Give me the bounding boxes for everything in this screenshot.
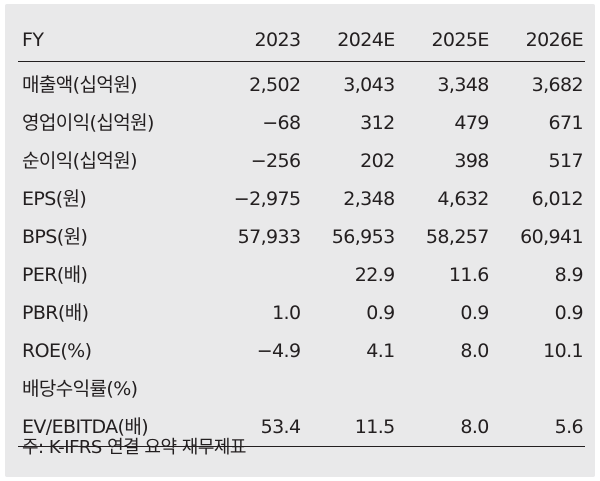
cell-value: 0.9	[554, 302, 584, 324]
cell-value: 3,348	[437, 74, 489, 96]
cell-value: 8.0	[396, 408, 491, 447]
cell-value: 3,043	[343, 74, 395, 96]
cell-value: 58,257	[425, 226, 489, 248]
header-2026e: 2026E	[490, 23, 585, 62]
cell-value	[491, 370, 585, 408]
row-label: 배당수익률(%)	[22, 378, 138, 400]
cell-value: 5.6	[490, 408, 585, 447]
cell-value: −4.9	[256, 340, 301, 362]
financial-table: FY 2023 2024E 2025E 2026E 매출액(십억원) 2,502…	[18, 23, 585, 447]
cell-value	[302, 370, 396, 408]
cell-value: −256	[250, 150, 301, 172]
cell-value: 0.9	[460, 302, 489, 324]
header-2024e: 2024E	[302, 23, 397, 62]
table-body: 매출액(십억원) 2,502 3,043 3,348 3,682 영업이익(십억…	[18, 62, 585, 447]
footnote: 주: K-IFRS 연결 요약 재무제표	[22, 437, 247, 458]
cell-value	[208, 370, 302, 408]
table-row: 매출액(십억원) 2,502 3,043 3,348 3,682	[18, 62, 585, 105]
row-label: 영업이익(십억원)	[22, 112, 154, 134]
header-2025e: 2025E	[396, 23, 491, 62]
table-row: ROE(%) −4.9 4.1 8.0 10.1	[18, 332, 585, 370]
cell-value: 10.1	[543, 340, 584, 362]
cell-value: 398	[454, 150, 489, 172]
cell-value: 53.4	[208, 408, 303, 447]
cell-value: 11.6	[448, 264, 490, 286]
row-label: EPS(원)	[22, 188, 87, 210]
cell-value: 4,632	[437, 188, 489, 210]
cell-value: 2,348	[343, 188, 395, 210]
row-label: EV/EBITDA(배)	[18, 408, 209, 447]
table-row: EV/EBITDA(배) 53.4 11.5 8.0 5.6	[18, 408, 585, 447]
cell-value: 312	[360, 112, 395, 134]
table-row: EPS(원) −2,975 2,348 4,632 6,012	[18, 180, 585, 218]
table-row: 영업이익(십억원) −68 312 479 671	[18, 104, 585, 142]
table-row: PBR(배) 1.0 0.9 0.9 0.9	[18, 294, 585, 332]
table-row: 순이익(십억원) −256 202 398 517	[18, 142, 585, 180]
row-label: 매출액(십억원)	[22, 74, 138, 96]
financial-summary-panel: FY 2023 2024E 2025E 2026E 매출액(십억원) 2,502…	[5, 4, 595, 477]
cell-value: 202	[360, 150, 395, 172]
cell-value: 671	[548, 112, 584, 134]
row-label: PER(배)	[22, 264, 88, 286]
cell-value	[397, 370, 491, 408]
cell-value: 1.0	[272, 302, 301, 324]
cell-value: −2,975	[233, 188, 301, 210]
cell-value: 4.1	[366, 340, 395, 362]
cell-value: 2,502	[249, 74, 301, 96]
table-header: FY 2023 2024E 2025E 2026E	[18, 23, 585, 62]
cell-value: 6,012	[531, 188, 584, 210]
cell-value: 60,941	[520, 226, 583, 248]
cell-value: 8.9	[554, 264, 584, 286]
cell-value: 22.9	[354, 264, 396, 286]
cell-value: 8.0	[460, 340, 489, 362]
header-fy: FY	[18, 23, 209, 62]
table-row: PER(배) 22.9 11.6 8.9	[18, 256, 585, 294]
cell-value: 56,953	[331, 226, 395, 248]
header-row: FY 2023 2024E 2025E 2026E	[18, 23, 585, 62]
cell-value: 3,682	[531, 74, 584, 96]
cell-value: 0.9	[366, 302, 395, 324]
row-label: 순이익(십억원)	[22, 150, 138, 172]
cell-value: 479	[454, 112, 489, 134]
cell-value: 517	[548, 150, 584, 172]
row-label: ROE(%)	[22, 340, 92, 362]
table-row: BPS(원) 57,933 56,953 58,257 60,941	[18, 218, 585, 256]
cell-value: −68	[262, 112, 301, 134]
row-label: PBR(배)	[22, 302, 89, 324]
cell-value: 11.5	[302, 408, 397, 447]
header-2023: 2023	[208, 23, 303, 62]
cell-value	[208, 256, 302, 294]
row-label: BPS(원)	[22, 226, 88, 248]
table-row: 배당수익률(%)	[18, 370, 585, 408]
cell-value: 57,933	[237, 226, 301, 248]
